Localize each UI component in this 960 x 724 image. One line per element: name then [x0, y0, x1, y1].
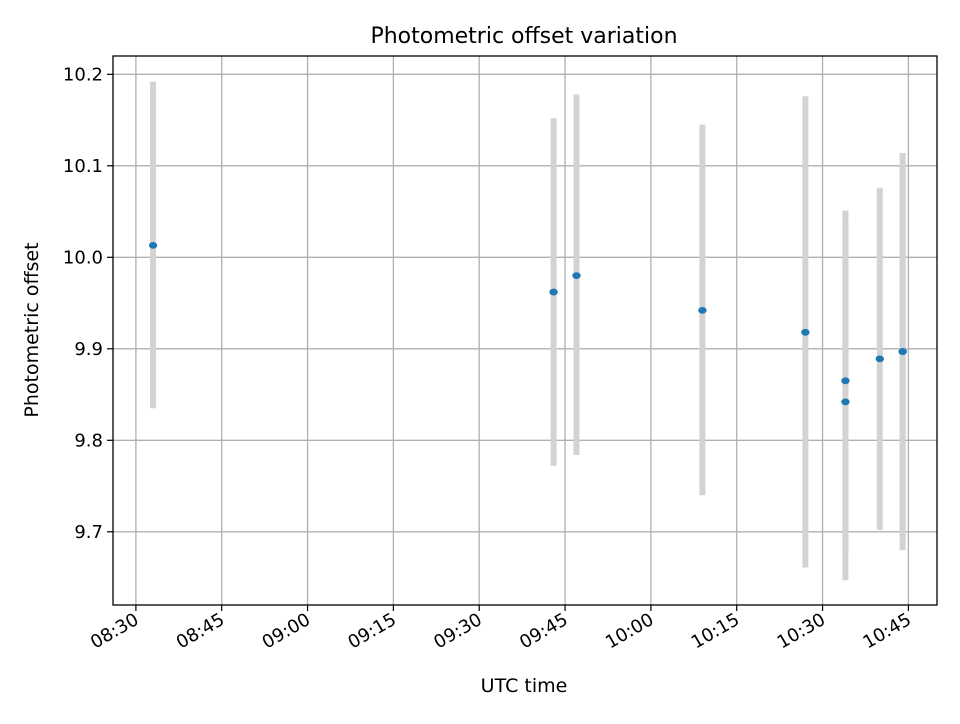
x-axis-ticks: 08:30 08:45 09:00 09:15 09:30 09:45 10:00 10:15…	[87, 605, 915, 653]
y-axis-label: Photometric offset	[21, 242, 43, 417]
x-tick-label: 09:45	[516, 609, 571, 653]
data-point-1	[549, 288, 558, 296]
x-axis-label: UTC time	[481, 675, 568, 697]
plot-area	[112, 55, 938, 606]
data-point-9	[898, 348, 907, 355]
y-axis-ticks: 10.2 10.1 10.0 9.9 9.8 9.7	[63, 64, 113, 543]
x-tick-label: 08:30	[87, 609, 142, 653]
data-point-6	[841, 398, 850, 406]
x-tick-label: 09:00	[259, 609, 314, 653]
error-bars	[150, 81, 906, 581]
x-tick-label: 10:15	[688, 609, 743, 653]
grid	[113, 56, 937, 605]
data-point-4	[801, 328, 810, 336]
y-tick-label: 9.7	[74, 522, 103, 543]
chart-title: Photometric offset variation	[370, 24, 677, 49]
x-tick-label: 08:45	[173, 609, 228, 653]
y-tick-label: 10.1	[63, 156, 103, 177]
y-tick-label: 10.2	[63, 64, 103, 85]
x-tick-label: 09:30	[430, 609, 485, 653]
y-tick-label: 9.8	[74, 430, 103, 451]
x-tick-label: 10:30	[774, 609, 829, 653]
data-point-0	[148, 242, 158, 249]
y-tick-label: 10.0	[63, 247, 103, 268]
y-tick-label: 9.9	[74, 339, 103, 360]
x-tick-label: 10:00	[602, 609, 657, 653]
x-tick-label: 09:15	[344, 609, 399, 653]
data-points	[148, 242, 907, 406]
data-point-2	[572, 272, 581, 279]
data-point-3	[698, 306, 707, 314]
data-point-5	[841, 377, 850, 385]
x-tick-label: 10:45	[859, 609, 914, 653]
data-point-7	[875, 355, 884, 363]
